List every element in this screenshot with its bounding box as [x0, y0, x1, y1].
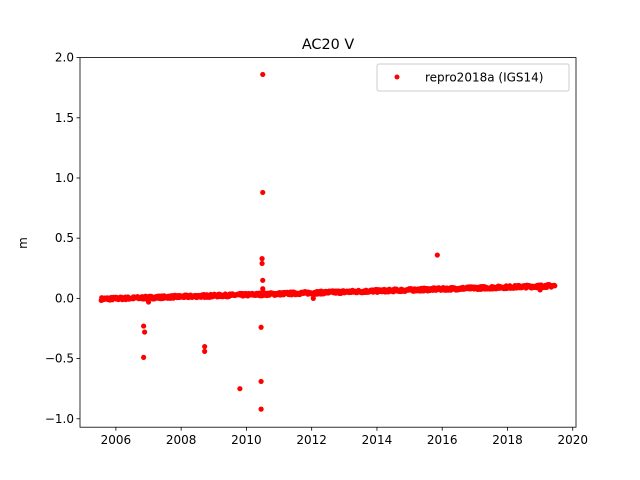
x-tick-label: 2016	[427, 433, 458, 447]
y-tick-label: 2.0	[55, 51, 74, 65]
y-axis: −1.0 −0.5 0.0 0.5 1.0 1.5 2.0	[45, 51, 80, 426]
series-0-outlier-point	[260, 286, 266, 292]
x-tick-label: 2012	[296, 433, 327, 447]
series-0-outlier-point	[258, 324, 264, 330]
y-tick-label: 0.0	[55, 291, 74, 305]
plot-frame	[79, 57, 577, 428]
series-0-outlier-point	[258, 378, 264, 385]
x-axis: 2006 2008 2010 2012 2014 2016 2018 2020	[101, 427, 588, 447]
x-tick-label: 2010	[231, 433, 262, 447]
series-0-point	[552, 283, 558, 289]
x-tick-label: 2008	[166, 433, 197, 447]
x-tick-label: 2014	[362, 433, 393, 447]
x-tick-label: 2006	[101, 433, 132, 447]
y-tick-label: −0.5	[45, 352, 74, 366]
series-0-outlier-point	[260, 277, 266, 283]
series-0-outlier-point	[434, 252, 440, 258]
legend-marker	[394, 74, 400, 80]
series-0-outlier-point	[141, 323, 147, 329]
legend: repro2018a (IGS14)	[376, 63, 570, 92]
x-tick-label: 2018	[492, 433, 523, 447]
y-axis-label: m	[16, 237, 30, 249]
x-tick-label: 2020	[557, 433, 588, 447]
series-0-outlier-point	[260, 189, 266, 196]
series-0-outlier-point	[258, 406, 264, 412]
series-0-outlier-point	[145, 299, 152, 305]
series-0-outlier-point	[260, 71, 266, 78]
series-0-outlier-point	[259, 260, 265, 267]
series-0-outlier-point	[310, 295, 316, 301]
legend-box	[376, 63, 570, 92]
series-0-outlier-point	[142, 329, 148, 335]
y-tick-label: −1.0	[45, 412, 74, 426]
series-0-outlier-point	[141, 354, 147, 360]
y-tick-label: 1.5	[55, 111, 74, 125]
series-0-outlier-point	[537, 287, 543, 293]
chart-title: AC20 V	[302, 37, 355, 53]
y-tick-label: 0.5	[55, 231, 74, 245]
series-0-outlier-point	[202, 348, 208, 354]
y-tick-label: 1.0	[55, 171, 74, 185]
plot-points	[98, 71, 558, 412]
series-0-outlier-point	[259, 256, 265, 262]
series-0-outlier-point	[237, 386, 243, 392]
series-0-outlier-point	[202, 343, 208, 350]
legend-label: repro2018a (IGS14)	[425, 71, 543, 85]
